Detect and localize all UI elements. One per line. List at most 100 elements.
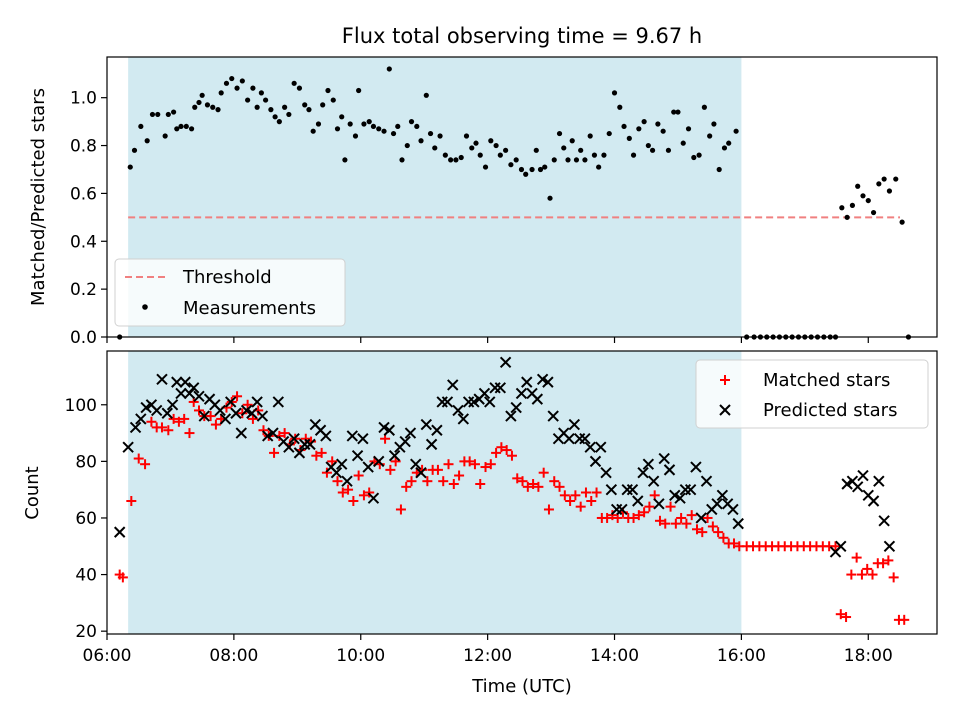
matched-stars-point <box>586 495 597 506</box>
measurement-point <box>356 87 362 94</box>
bottom-plot-frame <box>106 350 938 635</box>
top-legend: Threshold Measurements <box>114 258 346 327</box>
predicted-stars-point <box>563 433 575 445</box>
matched-stars-point <box>422 476 433 487</box>
measurement-point <box>587 133 593 139</box>
matched-stars-point <box>163 425 174 436</box>
matched-stars-point <box>156 422 167 433</box>
matched-stars-point <box>867 569 878 580</box>
measurement-point <box>680 140 686 146</box>
bottom-legend: Matched stars Predicted stars <box>695 359 929 429</box>
predicted-stars-point <box>642 458 655 470</box>
predicted-stars-point <box>140 401 152 414</box>
measurement-point <box>636 126 642 132</box>
x-axis-label: Time (UTC) <box>471 676 572 697</box>
matched-stars-point <box>644 501 655 512</box>
predicted-stars-point <box>219 413 232 425</box>
matched-stars-point <box>454 470 465 481</box>
matched-stars-point <box>501 445 512 456</box>
matched-stars-point <box>193 405 204 416</box>
measurement-point <box>606 130 612 137</box>
predicted-stars-point <box>711 498 723 510</box>
y-tick-label: 60 <box>75 509 97 529</box>
matched-stars-point <box>205 411 216 422</box>
measurement-point <box>165 111 171 118</box>
measurement-point <box>174 126 180 132</box>
predicted-stars-point <box>187 382 200 394</box>
measurement-point <box>239 78 245 84</box>
predicted-stars-point <box>156 373 168 386</box>
y-tick-label: 100 <box>65 396 97 416</box>
matched-stars-point <box>179 413 190 424</box>
measurement-point <box>223 80 230 86</box>
predicted-stars-point <box>183 387 196 400</box>
measurement-point <box>649 147 656 153</box>
matched-stars-point <box>654 515 665 526</box>
measurement-point <box>188 126 195 132</box>
measurement-point <box>138 123 144 130</box>
matched-stars-point <box>117 572 128 583</box>
matched-stars-point <box>168 413 179 424</box>
predicted-stars-point <box>647 475 660 487</box>
matched-stars-point <box>311 450 322 461</box>
measurement-point <box>696 152 702 158</box>
predicted-stars-point <box>632 495 644 507</box>
measurement-point <box>302 102 308 108</box>
y-tick-label: 0.8 <box>70 137 97 157</box>
matched-stars-point <box>575 501 586 512</box>
predicted-stars-point <box>330 466 343 479</box>
predicted-stars-point <box>637 466 649 479</box>
bottom-y-axis-label: Count <box>22 466 43 519</box>
y-tick-label: 0.4 <box>70 232 97 252</box>
measurement-point <box>551 157 557 163</box>
matched-stars-point <box>348 495 359 506</box>
measurement-point <box>418 138 424 144</box>
measurement-point <box>513 157 519 163</box>
y-tick-label: 20 <box>75 622 97 642</box>
matched-stars-point <box>395 504 406 515</box>
measurement-point <box>131 147 138 153</box>
measurement-point <box>192 104 198 110</box>
matched-stars-point <box>538 467 549 478</box>
matched-stars-point <box>475 479 486 490</box>
measurement-point <box>707 133 713 139</box>
y-tick-label: 40 <box>75 566 97 586</box>
measurement-point <box>381 128 387 134</box>
figure-title: Flux total observing time = 9.67 h <box>342 24 702 48</box>
measurement-point <box>497 152 503 158</box>
matched-stars-point <box>337 487 348 498</box>
measurement-point <box>621 123 627 130</box>
predicted-stars-point <box>256 410 269 422</box>
legend-predicted-swatch <box>719 404 731 416</box>
predicted-stars-point <box>684 483 697 496</box>
measurement-point <box>665 147 672 153</box>
legend-matched-swatch <box>720 375 730 385</box>
measurement-point <box>432 145 438 151</box>
measurement-point <box>839 205 845 211</box>
matched-stars-point <box>856 569 867 580</box>
matched-stars-point <box>316 447 327 458</box>
bottom-legend-box <box>695 359 929 429</box>
x-tick-label: 10:00 <box>336 646 385 666</box>
matched-stars-point <box>713 527 724 538</box>
matched-stars-point <box>554 481 565 492</box>
predicted-stars-point <box>515 387 528 400</box>
matched-stars-point <box>140 459 151 470</box>
matched-stars-point <box>506 450 517 461</box>
matched-stars-point <box>401 481 412 492</box>
matched-stars-point <box>443 459 454 470</box>
matched-stars-point <box>517 476 528 487</box>
matched-stars-point <box>697 527 708 538</box>
measurement-point <box>893 176 899 182</box>
measurement-point <box>711 121 717 127</box>
x-tick-label: 06:00 <box>83 646 132 666</box>
predicted-stars-point <box>198 410 210 422</box>
predicted-stars-point <box>605 483 618 496</box>
predicted-stars-point <box>658 452 670 465</box>
predicted-stars-point <box>288 433 300 445</box>
measurement-point <box>655 121 661 127</box>
top-plot-frame <box>106 56 938 338</box>
matched-stars-point <box>570 490 581 501</box>
measurement-point <box>565 157 571 163</box>
legend-threshold-label: Threshold <box>182 267 272 288</box>
